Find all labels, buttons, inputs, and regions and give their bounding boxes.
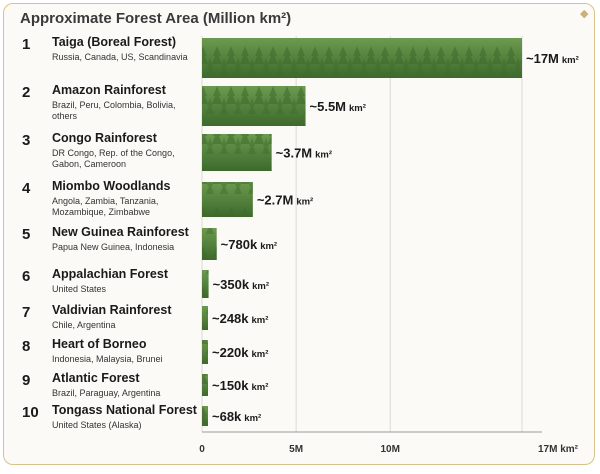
value-label: ~68k km² <box>212 409 261 424</box>
rank-number: 10 <box>22 404 39 421</box>
bar-texture <box>202 38 522 78</box>
forest-name: Taiga (Boreal Forest) <box>52 35 177 49</box>
value-label: ~248k km² <box>212 311 268 326</box>
bar-texture <box>202 374 208 396</box>
forest-regions: Russia, Canada, US, Scandinavia <box>52 52 188 62</box>
x-tick-label: 0 <box>199 444 205 455</box>
value-label: ~780k km² <box>221 237 277 252</box>
x-tick-label: 5M <box>289 444 303 455</box>
bar-texture <box>202 406 208 426</box>
chart-title: Approximate Forest Area (Million km²) <box>20 10 292 27</box>
bar-texture <box>202 86 306 126</box>
rank-number: 9 <box>22 372 31 389</box>
forest-regions: Papua New Guinea, Indonesia <box>52 242 175 252</box>
bar-texture <box>202 306 208 330</box>
forest-regions: Chile, Argentina <box>52 320 116 330</box>
x-tick-label: 17M km² <box>538 444 579 455</box>
forest-name: New Guinea Rainforest <box>52 225 189 239</box>
x-tick-label: 10M <box>381 444 400 455</box>
value-label: ~17M km² <box>526 51 579 66</box>
forest-regions: DR Congo, Rep. of the Congo, Gabon, Came… <box>52 148 175 169</box>
forest-name: Valdivian Rainforest <box>52 303 172 317</box>
value-label: ~5.5M km² <box>310 99 366 114</box>
value-label: ~220k km² <box>212 345 268 360</box>
value-label: ~3.7M km² <box>276 146 332 161</box>
forest-name: Heart of Borneo <box>52 337 147 351</box>
forest-regions: Brazil, Peru, Colombia, Bolivia, others <box>52 100 176 121</box>
rank-number: 5 <box>22 226 31 243</box>
bar-texture <box>202 228 217 260</box>
forest-name: Congo Rainforest <box>52 131 157 145</box>
forest-regions: Indonesia, Malaysia, Brunei <box>52 354 163 364</box>
bar-texture <box>202 270 209 298</box>
forest-name: Miombo Woodlands <box>52 179 171 193</box>
bar-texture <box>202 134 272 171</box>
corner-ornament: ◆ <box>580 8 589 20</box>
rank-number: 2 <box>22 84 31 101</box>
forest-name: Tongass National Forest <box>52 403 197 417</box>
forest-regions: Angola, Zambia, Tanzania, Mozambique, Zi… <box>52 196 159 217</box>
rank-number: 1 <box>22 36 31 53</box>
rank-number: 3 <box>22 132 31 149</box>
rank-number: 6 <box>22 268 31 285</box>
bar-texture <box>202 340 208 364</box>
rank-number: 8 <box>22 338 31 355</box>
value-label: ~2.7M km² <box>257 193 313 208</box>
bar-texture <box>202 182 253 217</box>
forest-name: Atlantic Forest <box>52 371 140 385</box>
forest-regions: United States (Alaska) <box>52 420 142 430</box>
rank-number: 4 <box>22 180 31 197</box>
value-label: ~150k km² <box>212 378 268 393</box>
bottom-edge <box>0 466 600 474</box>
forest-name: Amazon Rainforest <box>52 83 166 97</box>
forest-regions: Brazil, Paraguay, Argentina <box>52 388 161 398</box>
value-label: ~350k km² <box>213 277 269 292</box>
rank-number: 7 <box>22 304 31 321</box>
forest-name: Appalachian Forest <box>52 267 168 281</box>
chart-frame <box>3 3 595 465</box>
forest-regions: United States <box>52 284 107 294</box>
